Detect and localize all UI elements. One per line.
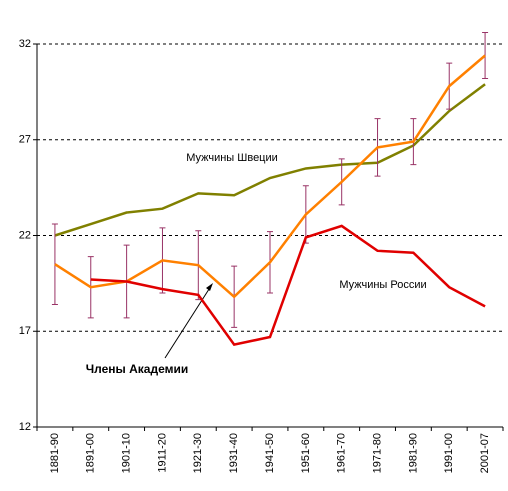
y-tick-label: 12 — [19, 421, 31, 433]
series-label: Мужчины Швеции — [186, 152, 278, 164]
series-line — [90, 224, 486, 347]
x-tick-label: 1961-70 — [336, 433, 348, 473]
x-tick-label: 1891-00 — [85, 433, 97, 473]
y-tick-label: 17 — [19, 325, 31, 337]
x-tick-label: 1921-30 — [192, 433, 204, 473]
series-label: Члены Академии — [86, 362, 189, 376]
arrow-head — [206, 283, 213, 291]
x-tick-label: 1881-90 — [49, 433, 61, 473]
x-tick-label: 1941-50 — [264, 433, 276, 473]
x-tick-label: 1951-60 — [300, 433, 312, 473]
x-tick-label: 1991-00 — [443, 433, 455, 473]
series-label: Мужчины России — [339, 279, 426, 291]
annotation-arrow — [164, 285, 212, 359]
y-tick-label: 22 — [19, 229, 31, 241]
error-bar — [482, 32, 489, 79]
plot: 12 17 22 27 32 1881-90 1891-00 1901-10 1911-20 19… — [19, 32, 504, 473]
y-tick-label: 32 — [19, 38, 31, 50]
x-tick-label: 1931-40 — [228, 433, 240, 473]
x-tick-label: 1981-90 — [407, 433, 419, 473]
x-tick-label: 2001-07 — [479, 433, 491, 473]
x-tick-label: 1901-10 — [121, 433, 133, 473]
y-tick-label: 27 — [19, 134, 31, 146]
x-tick-label: 1971-80 — [371, 433, 383, 473]
x-tick-label: 1911-20 — [156, 433, 168, 473]
